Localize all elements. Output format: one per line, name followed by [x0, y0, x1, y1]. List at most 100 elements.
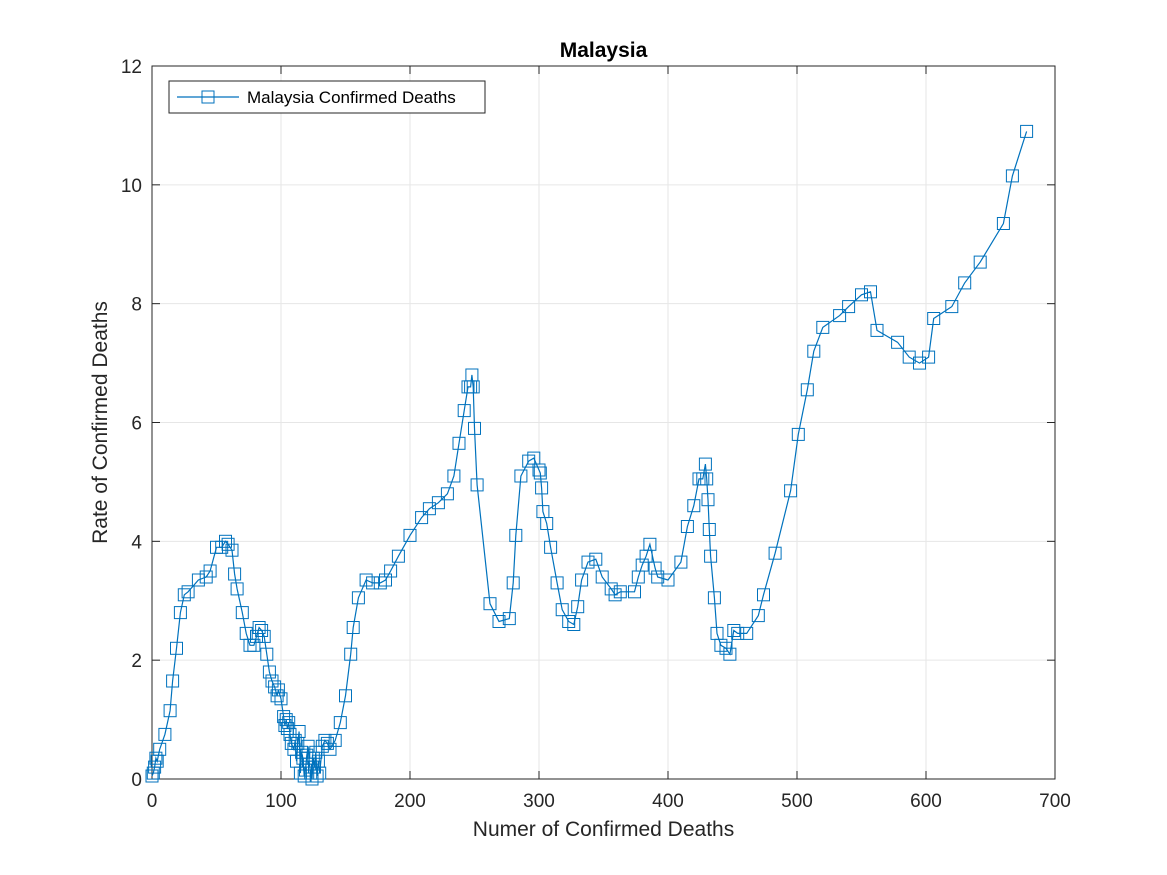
- data-point: [339, 689, 352, 703]
- y-tick-label: 6: [131, 414, 142, 435]
- data-point: [191, 573, 205, 587]
- grid-lines: [151, 65, 1056, 780]
- data-point: [891, 335, 905, 349]
- y-tick-label: 2: [131, 651, 142, 672]
- data-point: [483, 597, 497, 611]
- data-point: [958, 276, 972, 290]
- data-point: [373, 576, 387, 590]
- y-tick-label: 4: [131, 532, 142, 553]
- data-point: [562, 615, 576, 628]
- data-point: [945, 300, 959, 314]
- data-point: [149, 751, 163, 765]
- legend: Malaysia Confirmed Deaths: [168, 80, 486, 114]
- x-axis-title: Numer of Confirmed Deaths: [473, 818, 734, 841]
- data-point: [635, 558, 649, 572]
- data-point: [544, 540, 558, 554]
- data-point: [581, 555, 595, 569]
- data-point: [247, 638, 261, 652]
- x-tick-label: 600: [910, 791, 942, 812]
- data-point: [252, 621, 266, 634]
- data-point: [701, 493, 715, 507]
- data-point: [791, 427, 805, 441]
- data-point: [328, 733, 342, 747]
- x-tick-label: 300: [523, 791, 555, 812]
- data-point: [740, 626, 754, 640]
- legend-marker-sample: [201, 90, 215, 104]
- data-point: [698, 457, 712, 471]
- y-axis-title: Rate of Confirmed Deaths: [89, 301, 112, 544]
- data-point: [447, 469, 461, 483]
- data-point: [704, 549, 718, 563]
- data-point: [608, 588, 622, 602]
- data-point: [145, 769, 159, 783]
- data-point: [571, 600, 585, 614]
- data-point: [292, 725, 306, 738]
- data-point: [260, 647, 274, 661]
- data-point: [648, 561, 662, 575]
- data-point: [313, 766, 327, 780]
- y-tick-label: 8: [131, 295, 142, 316]
- data-point: [177, 588, 191, 602]
- data-point: [727, 624, 741, 637]
- data-point: [855, 288, 868, 302]
- data-point: [807, 344, 821, 358]
- data-point: [271, 683, 285, 697]
- data-point: [153, 742, 167, 756]
- y-tick-label: 0: [131, 770, 142, 791]
- data-point: [366, 576, 380, 590]
- data-point: [661, 573, 675, 587]
- data-point: [757, 588, 770, 602]
- data-point: [166, 674, 180, 688]
- data-point: [700, 472, 714, 486]
- data-point: [628, 585, 641, 599]
- data-point: [391, 549, 405, 563]
- data-point: [707, 591, 721, 605]
- data-point: [540, 517, 554, 530]
- series-line: [151, 131, 1028, 780]
- x-tick-label: 700: [1039, 791, 1071, 812]
- series-markers: [145, 124, 1034, 786]
- data-point: [800, 383, 814, 397]
- data-point: [1005, 169, 1019, 183]
- data-point: [262, 665, 276, 679]
- data-point: [589, 552, 603, 566]
- data-point: [431, 496, 445, 510]
- data-point: [274, 692, 288, 706]
- y-tick-label: 12: [121, 57, 142, 78]
- data-point: [225, 543, 239, 557]
- data-point: [567, 618, 581, 631]
- data-point: [470, 478, 484, 492]
- x-tick-label: 0: [147, 791, 158, 812]
- chart-title: Malaysia: [560, 39, 648, 62]
- data-point: [816, 320, 830, 334]
- x-tick-label: 400: [652, 791, 684, 812]
- legend-entry-label: Malaysia Confirmed Deaths: [247, 88, 456, 107]
- data-point: [714, 638, 728, 652]
- data-point: [203, 564, 217, 578]
- data-point: [731, 626, 745, 640]
- data-point: [927, 312, 941, 325]
- data-point: [864, 285, 877, 299]
- data-point: [784, 484, 798, 498]
- data-point: [613, 585, 627, 599]
- data-point: [228, 567, 242, 581]
- data-point: [674, 555, 688, 569]
- data-point: [403, 528, 417, 542]
- data-point: [651, 570, 665, 584]
- data-point: [181, 585, 195, 599]
- series-layer: [145, 124, 1034, 786]
- data-point: [680, 520, 694, 533]
- data-point: [230, 582, 244, 596]
- data-point: [535, 481, 549, 495]
- data-point: [506, 576, 520, 590]
- data-point: [468, 421, 481, 435]
- data-point: [170, 641, 183, 655]
- axis-ticks: 0 100 200 300 400 500 600 700 0 2 4 6 8 10 12: [121, 57, 1071, 812]
- data-point: [158, 727, 172, 741]
- data-point: [509, 528, 523, 542]
- data-point: [687, 499, 701, 513]
- data-point: [415, 511, 429, 525]
- data-point: [723, 647, 737, 661]
